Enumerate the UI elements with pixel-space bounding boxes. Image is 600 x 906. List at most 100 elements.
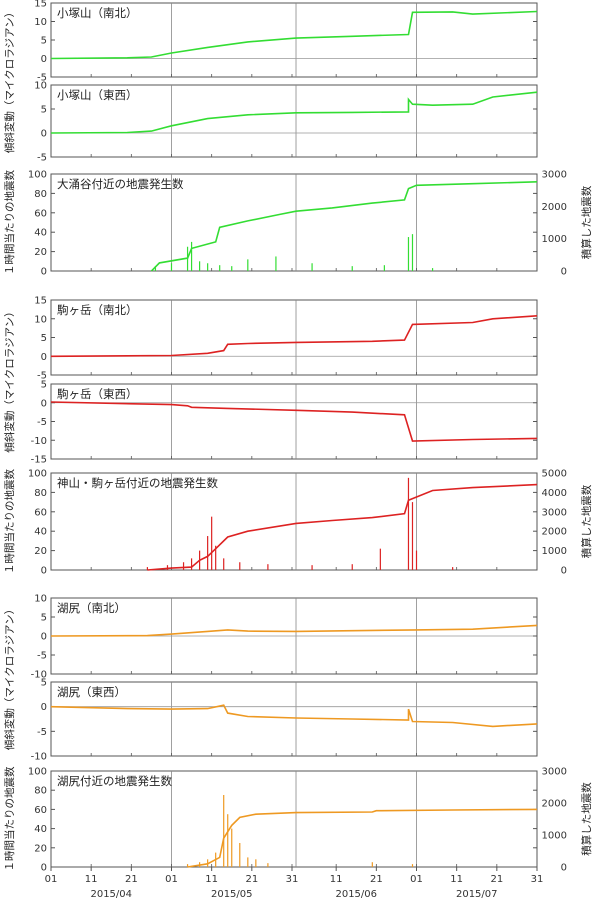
month-label: 2015/07 <box>456 889 498 900</box>
cumulative-count-line <box>150 181 538 272</box>
x-tick-label: 11 <box>330 874 343 885</box>
y2-tick-label: 2000 <box>542 527 567 538</box>
y-tick-label: 10 <box>34 594 47 605</box>
y-tick-label: 5 <box>41 613 47 624</box>
y-tick-label: 0 <box>41 267 47 278</box>
y2-tick-label: 1000 <box>542 234 567 245</box>
y-tick-label: 15 <box>34 0 47 10</box>
tilt-series-line <box>50 315 538 358</box>
y2-tick-label: 0 <box>561 267 567 278</box>
y-tick-label: 0 <box>41 129 47 140</box>
panel-frame <box>50 84 538 158</box>
panel-title: 駒ヶ岳（東西） <box>57 387 138 401</box>
cumulative-count-axis-title: 積算した地震数 <box>580 484 593 558</box>
y-tick-label: 5 <box>41 678 47 689</box>
y-tick-label: 0 <box>41 54 47 65</box>
y-tick-label: 80 <box>34 189 47 200</box>
y-tick-label: 5 <box>41 333 47 344</box>
y2-tick-label: 0 <box>561 566 567 577</box>
y2-tick-label: 2000 <box>542 799 567 810</box>
y-tick-label: -5 <box>37 727 47 738</box>
tilt-series-line <box>50 624 538 637</box>
y-tick-label: -5 <box>37 73 47 84</box>
y-tick-label: 5 <box>41 380 47 391</box>
x-tick-label: 01 <box>165 874 178 885</box>
y-tick-label: 0 <box>41 566 47 577</box>
cumulative-count-axis-title: 積算した地震数 <box>580 782 593 856</box>
y-tick-label: -5 <box>37 371 47 382</box>
cumulative-count-axis-title: 積算した地震数 <box>580 185 593 259</box>
panel-title: 駒ヶ岳（南北） <box>57 303 138 317</box>
y-tick-label: 0 <box>41 398 47 409</box>
y-tick-label: 15 <box>34 296 47 307</box>
x-tick-label: 01 <box>45 874 58 885</box>
panel-title: 神山・駒ヶ岳付近の地震発生数 <box>57 476 218 490</box>
panel-title: 湖尻（南北） <box>57 601 126 615</box>
panel-title: 小塚山（東西） <box>57 88 138 102</box>
month-label: 2015/04 <box>90 889 132 900</box>
panel-frame <box>50 681 538 757</box>
panel-frame <box>50 472 538 571</box>
panel-title: 大涌谷付近の地震発生数 <box>57 177 184 191</box>
tilt-axis-title: 傾斜変動（マイクロラジアン） <box>3 306 16 452</box>
y-tick-label: -15 <box>31 455 47 466</box>
y2-tick-label: 3000 <box>542 767 567 778</box>
month-label: 2015/06 <box>335 889 377 900</box>
y-tick-label: 20 <box>34 546 47 557</box>
y-tick-label: 10 <box>34 314 47 325</box>
hourly-count-axis-title: １時間当たりの地震数 <box>3 170 16 275</box>
y-tick-label: 100 <box>28 767 47 778</box>
panel-title: 小塚山（南北） <box>57 6 138 20</box>
y-tick-label: -10 <box>31 752 47 763</box>
x-tick-label: 11 <box>450 874 463 885</box>
y-tick-label: 60 <box>34 208 47 219</box>
y-tick-label: 100 <box>28 469 47 480</box>
y-tick-label: 40 <box>34 824 47 835</box>
y-tick-label: -5 <box>37 153 47 164</box>
panel-frame <box>50 173 538 272</box>
tilt-axis-title: 傾斜変動（マイクロラジアン） <box>3 7 16 153</box>
y-tick-label: -10 <box>31 670 47 681</box>
hourly-count-axis-title: １時間当たりの地震数 <box>3 766 16 871</box>
x-tick-label: 21 <box>245 874 258 885</box>
y2-tick-label: 2000 <box>542 202 567 213</box>
y-tick-label: 10 <box>34 81 47 92</box>
hourly-count-axis-title: １時間当たりの地震数 <box>3 469 16 574</box>
y-tick-label: 0 <box>41 863 47 874</box>
y-tick-label: 20 <box>34 843 47 854</box>
month-label: 2015/05 <box>211 889 253 900</box>
y-tick-label: 10 <box>34 17 47 28</box>
y-tick-label: 100 <box>28 170 47 181</box>
tilt-series-line <box>50 91 538 134</box>
x-tick-label: 31 <box>286 874 299 885</box>
y-tick-label: 40 <box>34 527 47 538</box>
y-tick-label: 5 <box>41 105 47 116</box>
y-tick-label: 5 <box>41 36 47 47</box>
y-tick-label: 80 <box>34 488 47 499</box>
y-tick-label: 60 <box>34 805 47 816</box>
panel-frame <box>50 770 538 868</box>
y-tick-label: 0 <box>41 352 47 363</box>
y2-tick-label: 3000 <box>542 507 567 518</box>
y-tick-label: 40 <box>34 228 47 239</box>
y2-tick-label: 0 <box>561 863 567 874</box>
cumulative-count-line <box>147 483 538 571</box>
y-tick-label: 80 <box>34 786 47 797</box>
x-tick-label: 11 <box>205 874 218 885</box>
tilt-axis-title: 傾斜変動（マイクロラジアン） <box>3 604 16 750</box>
y-tick-label: -5 <box>37 417 47 428</box>
x-tick-label: 21 <box>370 874 383 885</box>
cumulative-count-line <box>187 808 538 868</box>
x-tick-label: 31 <box>531 874 544 885</box>
y-tick-label: 0 <box>41 702 47 713</box>
y-tick-label: 60 <box>34 507 47 518</box>
tilt-series-line <box>50 10 538 60</box>
y-tick-label: 20 <box>34 247 47 258</box>
y2-tick-label: 1000 <box>542 831 567 842</box>
y-tick-label: 0 <box>41 632 47 643</box>
x-tick-label: 11 <box>85 874 98 885</box>
y2-tick-label: 4000 <box>542 488 567 499</box>
y-tick-label: -10 <box>31 436 47 447</box>
